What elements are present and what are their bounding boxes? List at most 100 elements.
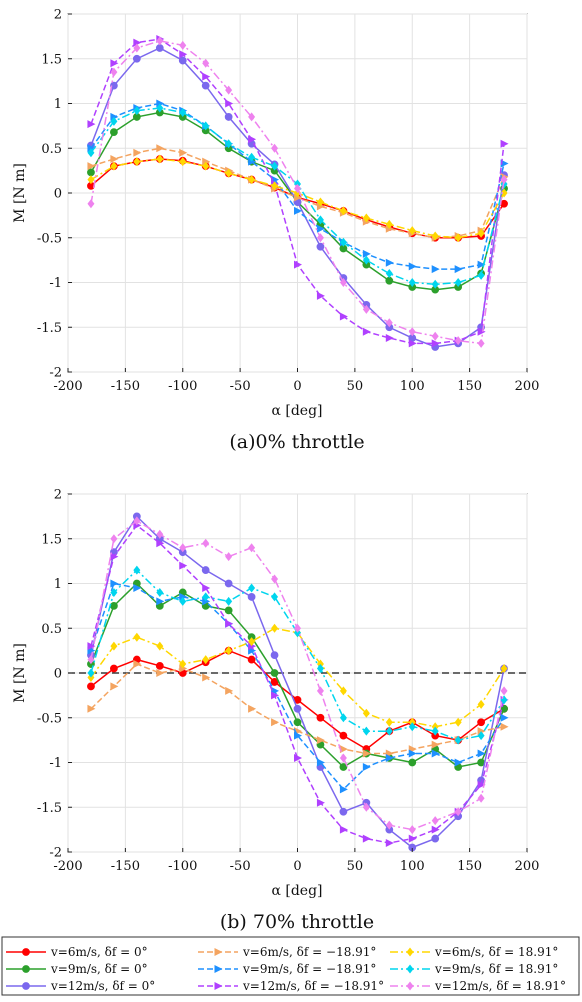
x-tick-label: -150 — [111, 379, 140, 394]
data-point — [454, 278, 462, 287]
legend-label: v=12m/s, δf = 0° — [50, 979, 155, 993]
data-point — [225, 596, 233, 606]
data-point — [477, 228, 485, 238]
data-point — [362, 762, 371, 771]
data-point — [224, 579, 233, 588]
series-9 — [87, 516, 508, 835]
data-point — [133, 43, 141, 53]
data-point — [362, 249, 371, 258]
data-point — [431, 339, 440, 348]
legend-item: v=9m/s, δf = −18.91° — [198, 962, 376, 976]
data-point — [431, 726, 439, 736]
data-point — [110, 59, 119, 68]
data-point — [385, 333, 394, 342]
data-point — [431, 816, 439, 826]
x-tick-label: 200 — [515, 379, 540, 394]
data-point — [385, 726, 393, 736]
data-point — [248, 704, 257, 713]
series-4 — [87, 660, 509, 758]
data-point — [500, 188, 508, 198]
data-point — [87, 642, 96, 651]
data-point — [156, 669, 165, 677]
data-point — [477, 793, 485, 803]
data-point — [454, 233, 462, 243]
data-point — [224, 113, 233, 121]
legend-marker — [22, 948, 30, 956]
data-point — [293, 704, 302, 713]
y-tick-label: 1.5 — [41, 52, 62, 67]
data-point — [179, 596, 187, 606]
data-point — [133, 38, 142, 47]
data-point — [225, 646, 233, 656]
data-point — [87, 148, 95, 158]
data-point — [316, 197, 324, 207]
y-tick-label: -1.5 — [37, 801, 62, 816]
data-point — [477, 718, 486, 727]
data-point — [110, 154, 119, 163]
data-point — [202, 673, 211, 682]
data-point — [202, 592, 210, 602]
data-point — [133, 516, 141, 526]
data-point — [431, 331, 439, 341]
data-point — [431, 834, 440, 843]
data-point — [408, 278, 416, 287]
data-point — [339, 731, 348, 740]
data-point — [431, 231, 439, 241]
y-tick-label: -0.5 — [37, 231, 62, 246]
legend-item: v=12m/s, δf = 0° — [6, 979, 155, 993]
legend-item: v=12m/s, δf = −18.91° — [198, 979, 384, 993]
data-point — [477, 780, 486, 789]
x-tick-label: 100 — [400, 379, 425, 394]
data-point — [202, 538, 210, 548]
data-point — [270, 669, 279, 677]
data-point — [271, 161, 279, 171]
legend-label: v=12m/s, δf = −18.91° — [242, 979, 384, 993]
data-point — [110, 641, 118, 651]
data-point — [316, 215, 324, 225]
data-point — [156, 529, 164, 539]
data-point — [271, 718, 280, 727]
data-point — [87, 682, 95, 691]
data-point — [293, 718, 302, 727]
data-point — [339, 785, 348, 794]
data-point — [500, 686, 508, 696]
x-tick-label: -100 — [168, 859, 197, 874]
data-point — [316, 758, 325, 767]
data-point — [156, 154, 164, 164]
data-point — [87, 175, 95, 185]
plot-b-xticks: -200 -150 -100 -50 0 50 100 150 200 — [53, 848, 539, 874]
data-point — [133, 660, 142, 669]
data-point — [225, 168, 233, 178]
data-point — [87, 655, 95, 665]
data-point — [408, 226, 416, 236]
data-point — [179, 157, 187, 167]
x-tick-label: 50 — [347, 859, 364, 874]
data-point — [385, 219, 393, 229]
data-point — [225, 619, 234, 628]
series-9 — [87, 36, 508, 348]
data-point — [133, 157, 141, 167]
data-point — [202, 121, 210, 131]
data-point — [271, 143, 279, 153]
data-point — [316, 224, 325, 233]
data-point — [316, 713, 325, 722]
legend-label: v=9m/s, δf = 18.91° — [434, 962, 558, 976]
data-point — [133, 148, 142, 157]
y-tick-label: 1 — [54, 577, 62, 592]
data-point — [477, 338, 485, 348]
data-point — [294, 184, 301, 194]
data-point — [201, 81, 210, 90]
data-point — [248, 543, 256, 553]
legend-marker — [214, 965, 223, 973]
data-point — [316, 242, 325, 251]
data-point — [224, 606, 233, 615]
data-point — [202, 72, 211, 81]
data-point — [156, 539, 165, 548]
data-point — [202, 161, 210, 171]
data-point — [201, 566, 210, 574]
data-point — [500, 722, 509, 731]
data-point — [271, 574, 279, 584]
data-point — [110, 534, 118, 544]
data-point — [248, 152, 256, 162]
